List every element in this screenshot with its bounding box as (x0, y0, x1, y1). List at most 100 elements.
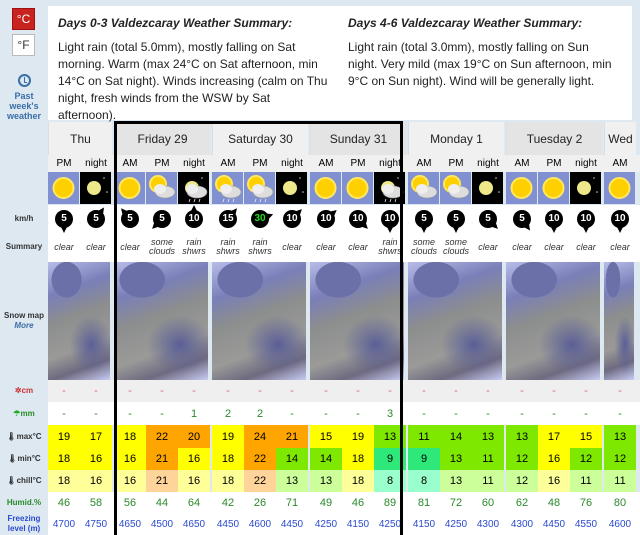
period-label: night (575, 158, 597, 169)
moon-icon (570, 172, 601, 205)
row-background (48, 205, 640, 232)
wind-chill-label: 🌡 chill°C (6, 476, 42, 485)
sun-icon (342, 172, 373, 205)
summary-title: Days 0-3 Valdezcaray Weather Summary: (58, 16, 293, 30)
snow-label: ✲ cm (14, 386, 34, 395)
humidity-cell: 76 (579, 496, 593, 509)
celsius-button[interactable]: °C (12, 8, 35, 30)
wind-chill-cell: 8 (374, 470, 406, 492)
snow-map-image[interactable] (48, 262, 110, 380)
summary-title: Days 4-6 Valdezcaray Weather Summary: (348, 16, 583, 30)
snow-cell: - (258, 385, 262, 397)
snow-map-image[interactable] (212, 262, 306, 380)
period-label: PM (546, 158, 562, 169)
sun-cloud-icon (146, 172, 177, 205)
km/h-label: km/h (14, 213, 34, 223)
thermometer-icon: 🌡 (6, 476, 17, 485)
humidity-cell: 48 (547, 496, 561, 509)
sun-icon (604, 172, 635, 205)
rain-cell: - (422, 407, 426, 420)
sun-icon (48, 172, 79, 205)
sun-cloud-rain-icon (212, 172, 243, 205)
wind-arrow-icon: 5 (513, 209, 533, 232)
wind-arrow-icon: 10 (611, 209, 629, 233)
humidity-cell: 89 (383, 496, 397, 509)
fahrenheit-button[interactable]: °F (12, 34, 35, 56)
day-header[interactable]: Tuesday 2 (506, 122, 602, 155)
max-temp-cell: 15 (310, 425, 342, 448)
snow-map-more-link[interactable]: More (14, 321, 34, 330)
humidity-cell: 60 (481, 496, 495, 509)
period-label: AM (612, 158, 628, 169)
day-header[interactable]: Wed (604, 122, 636, 155)
wind-chill-cell: 16 (538, 470, 570, 492)
snow-cell: - (454, 385, 458, 397)
day-header[interactable]: Sunday 31 (310, 122, 406, 155)
summary-text: Light rain (total 3.0mm), mostly falling… (348, 40, 612, 88)
max-temp-cell: 18 (114, 425, 146, 448)
max-temp-cell: 11 (408, 425, 440, 448)
wind-arrow-icon: 5 (415, 209, 433, 233)
summary-cell: clear (120, 241, 140, 252)
max-temp-label: 🌡 max°C (6, 431, 42, 441)
min-temp-cell: 18 (48, 448, 80, 470)
period-label: night (85, 158, 107, 169)
raindrop-icon: ☂ (13, 408, 21, 418)
wind-chill-cell: 11 (472, 470, 504, 492)
min-temp-cell: 12 (506, 448, 538, 470)
row-background (48, 232, 640, 262)
humidity-cell: 64 (187, 496, 201, 509)
min-temp-cell: 12 (570, 448, 602, 470)
max-temp-cell: 14 (440, 425, 472, 448)
summary-label: Summary (5, 242, 43, 251)
wind-chill-cell: 13 (440, 470, 472, 492)
day-header[interactable]: Monday 1 (408, 122, 504, 155)
snow-map-image[interactable] (604, 262, 634, 380)
summary-cell: clear (512, 241, 532, 252)
wind-chill-cell: 12 (506, 470, 538, 492)
wind-arrow-icon: 5 (55, 209, 73, 233)
wind-arrow-icon: 10 (545, 209, 563, 233)
clock-icon (17, 74, 31, 87)
max-temp-cell: 19 (342, 425, 374, 448)
freezing-level-cell: 4250 (314, 518, 338, 530)
snow-cell: - (226, 385, 230, 397)
freezing-level-cell: 4700 (52, 518, 76, 530)
humidity-cell: 72 (449, 496, 463, 509)
day-header[interactable]: Friday 29 (114, 122, 210, 155)
humidity-cell: 81 (417, 496, 431, 509)
snow-cell: - (62, 385, 66, 397)
wind-indicator: 5 (408, 205, 440, 233)
snow-map-image[interactable] (506, 262, 600, 380)
row-background (48, 402, 640, 425)
snow-map-image[interactable] (114, 262, 208, 380)
past-weather-link[interactable]: Past week's weather (4, 74, 44, 121)
rain-cell: - (94, 407, 98, 420)
moon-icon (276, 172, 307, 205)
snow-map-image[interactable] (408, 262, 502, 380)
rain-cell: - (62, 407, 66, 420)
wind-arrow-icon: 10 (381, 209, 399, 233)
row-background (48, 155, 640, 172)
wind-indicator: 5 (146, 205, 178, 232)
summary-cell: rain shwrs (216, 237, 240, 256)
wind-chill-cell: 11 (570, 470, 602, 492)
moon-icon (80, 172, 111, 205)
summary-text: Light rain (total 5.0mm), mostly falling… (58, 40, 328, 122)
moon-icon (472, 172, 503, 205)
snow-map-image[interactable] (310, 262, 404, 380)
freezing-level-cell: 4750 (84, 518, 108, 530)
wind-chill-cell: 16 (114, 470, 146, 492)
wind-chill-cell: 13 (310, 470, 342, 492)
freezing-level-cell: 4450 (280, 518, 304, 530)
humidity-cell: 56 (123, 496, 137, 509)
sun-icon (506, 172, 537, 205)
snow-cell: - (388, 385, 392, 397)
wind-arrow-icon: 10 (577, 209, 595, 233)
day-header[interactable]: Saturday 30 (212, 122, 308, 155)
wind-indicator: 10 (276, 205, 308, 232)
wind-indicator: 10 (178, 204, 210, 232)
day-header[interactable]: Thu (48, 122, 112, 155)
snow-cell: - (160, 385, 164, 397)
wind-arrow-icon: 10 (349, 209, 371, 231)
